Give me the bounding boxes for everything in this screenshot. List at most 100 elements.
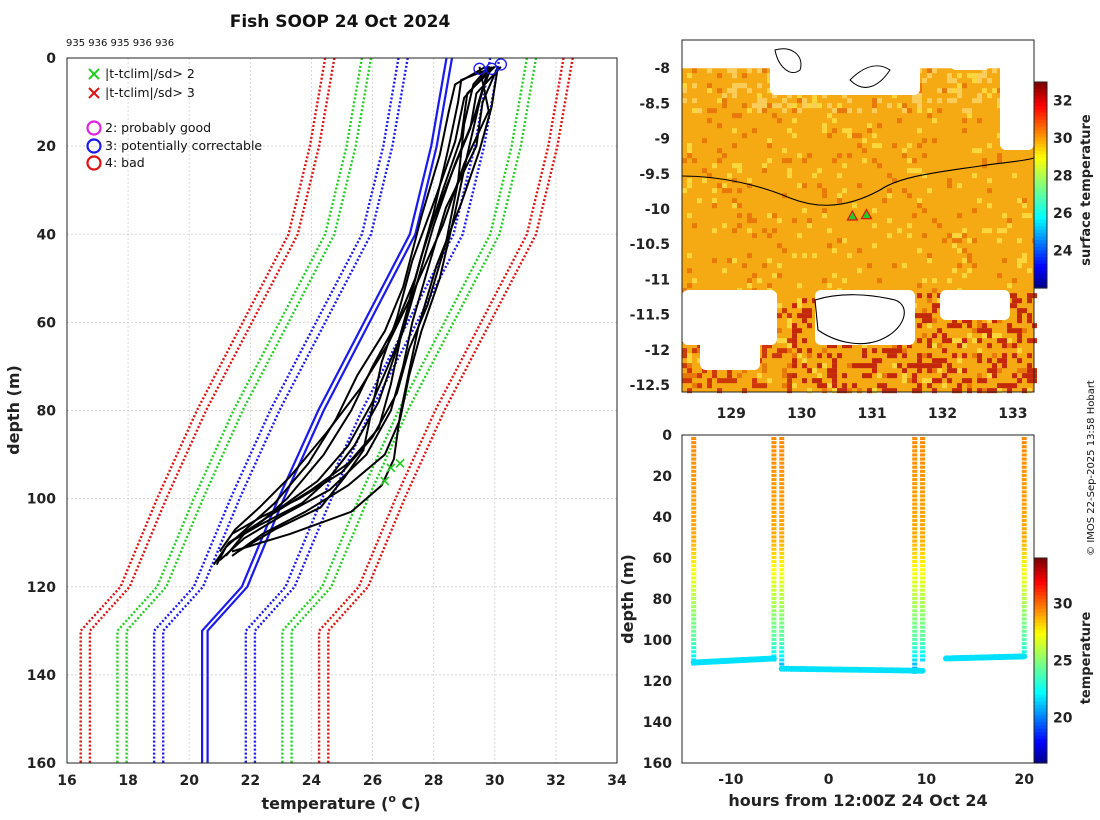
sst-cell <box>722 268 727 274</box>
sst-cell <box>942 348 947 354</box>
sst-cell <box>992 368 997 374</box>
cast-sample <box>771 469 777 473</box>
cast-sample <box>920 523 926 527</box>
sst-cell <box>762 343 767 349</box>
cast-sample <box>691 646 697 650</box>
sst-cell <box>862 158 867 164</box>
colorbar-segment <box>1034 178 1047 183</box>
sst-cell <box>997 368 1002 374</box>
cast-sample <box>912 535 918 539</box>
sst-cell <box>1027 353 1032 359</box>
map-y-tick: -8.5 <box>639 96 670 112</box>
sst-cell <box>957 183 962 189</box>
cast-sample <box>912 461 918 465</box>
map-y-tick: -9 <box>654 132 670 148</box>
island-coastline <box>814 294 905 345</box>
sst-cell <box>902 108 907 114</box>
sst-cell <box>692 373 697 379</box>
sst-cell <box>837 238 842 244</box>
sst-cell <box>997 103 1002 109</box>
cast-sample <box>1021 531 1027 535</box>
sst-cell <box>987 328 992 334</box>
time-depth-x-tick-labels: -10 0 10 20 <box>718 772 1034 788</box>
sst-cell <box>957 248 962 254</box>
sst-cell <box>907 158 912 164</box>
sst-cell <box>847 108 852 114</box>
cast-sample <box>691 568 697 572</box>
sst-cell <box>917 363 922 369</box>
sst-cell <box>957 238 962 244</box>
sst-cell <box>927 383 932 389</box>
sst-cell <box>957 323 962 329</box>
sst-cell <box>782 368 787 374</box>
time-depth-axes-frame <box>681 434 1035 764</box>
sst-cell <box>997 98 1002 104</box>
sst-cell <box>807 353 812 359</box>
sst-cell <box>1022 368 1027 374</box>
cast-sample <box>771 490 777 494</box>
cast-sample <box>912 523 918 527</box>
cast-sample <box>779 601 785 605</box>
sst-cell <box>892 343 897 349</box>
sst-cell <box>822 93 827 99</box>
cast-sample <box>771 449 777 453</box>
cast-sample <box>920 629 926 633</box>
sst-cell <box>732 88 737 94</box>
sst-cell <box>932 333 937 339</box>
sst-cell <box>747 218 752 224</box>
cast-sample <box>912 564 918 568</box>
sst-cell <box>767 283 772 289</box>
time-depth-x-tick: 20 <box>1014 772 1034 788</box>
sst-cell <box>1012 298 1017 304</box>
cast-sample <box>779 506 785 510</box>
cast-sample <box>912 658 918 662</box>
sst-cell <box>992 68 997 74</box>
sst-cell <box>777 328 782 334</box>
cast-sample <box>771 650 777 654</box>
cast-sample <box>771 592 777 596</box>
profile-panel: Fish SOOP 24 Oct 2024 935 936 935 936 93… <box>4 12 627 813</box>
sst-cell <box>722 153 727 159</box>
sst-cell <box>722 378 727 384</box>
sst-cell <box>737 168 742 174</box>
sst-cell <box>837 193 842 199</box>
sst-cell <box>827 243 832 249</box>
colorbar-segment <box>1034 701 1047 706</box>
sst-cell <box>947 78 952 84</box>
cast-sample <box>779 494 785 498</box>
sst-cell <box>982 73 987 79</box>
profile-y-tick: 80 <box>37 404 57 420</box>
cast-sample <box>1021 502 1027 506</box>
cast-sample <box>779 547 785 551</box>
colorbar-segment <box>1034 670 1047 675</box>
legend: |t-tclim|/sd> 2 |t-tclim|/sd> 3 2: probabl… <box>86 66 262 171</box>
cast-sample <box>691 654 697 658</box>
station-marker <box>846 209 859 221</box>
cast-sample <box>912 613 918 617</box>
sst-cell <box>847 133 852 139</box>
sst-cell <box>792 133 797 139</box>
sst-cell <box>757 383 762 389</box>
sst-cell <box>797 153 802 159</box>
sst-cell <box>887 173 892 179</box>
colorbar-segment <box>1034 119 1047 124</box>
sst-cell <box>792 353 797 359</box>
colorbar-segment <box>1034 640 1047 645</box>
sst-cell <box>752 233 757 239</box>
sst-cell <box>922 318 927 324</box>
sst-cell <box>682 88 687 94</box>
sst-cell <box>967 378 972 384</box>
cast-sample <box>691 506 697 510</box>
sst-cell <box>997 88 1002 94</box>
colorbar-segment <box>1034 759 1047 764</box>
sst-cell <box>817 183 822 189</box>
sst-cell <box>697 198 702 204</box>
sst-cell <box>862 363 867 369</box>
sst-cell <box>872 108 877 114</box>
sst-cell <box>947 73 952 79</box>
colorbar-segment <box>1034 219 1047 224</box>
colorbar-tick: 32 <box>1053 94 1072 110</box>
sst-cell <box>932 218 937 224</box>
sst-cell <box>967 268 972 274</box>
colorbar-segment <box>1034 612 1047 617</box>
